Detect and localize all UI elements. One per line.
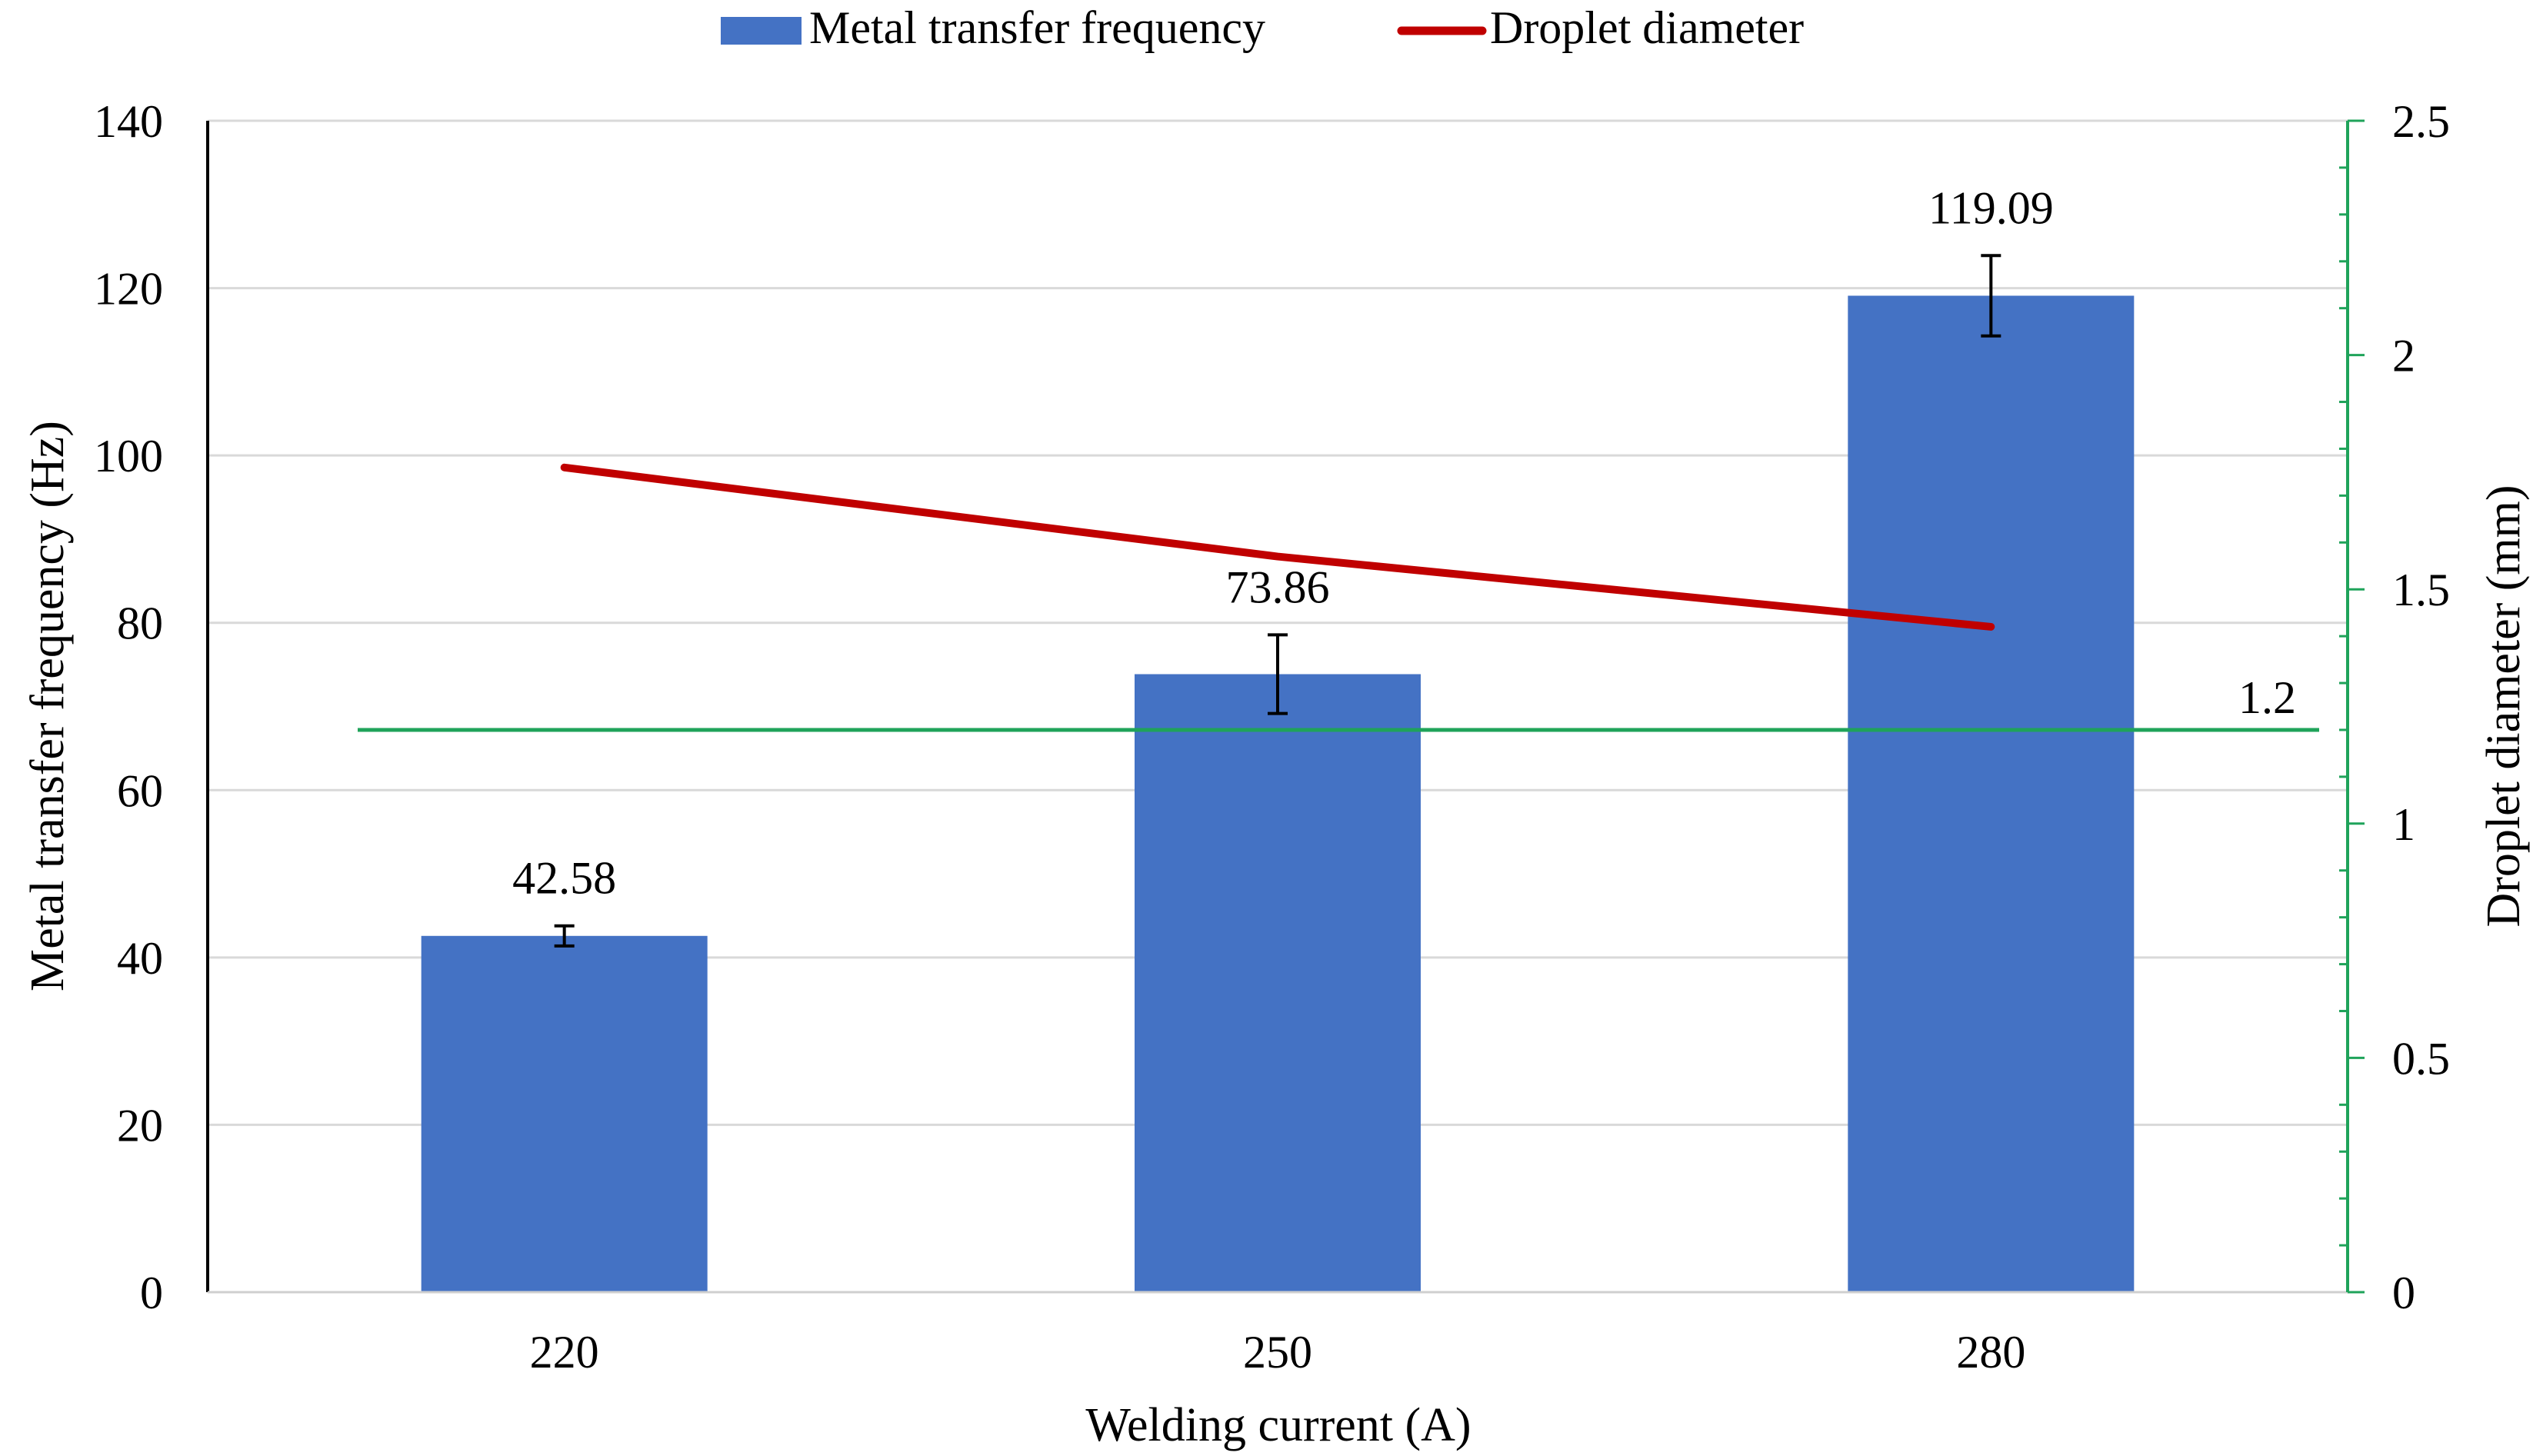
x-tick-label: 280 xyxy=(1956,1327,2025,1378)
data-label: 73.86 xyxy=(1226,561,1330,612)
y2-tick-label: 0 xyxy=(2392,1268,2415,1318)
y2-tick-label: 2 xyxy=(2392,331,2415,381)
y2-axis-title: Droplet diameter (mm) xyxy=(2478,485,2530,927)
x-axis-title: Welding current (A) xyxy=(1085,1399,1471,1451)
line-series xyxy=(560,463,1995,631)
y-tick-label: 80 xyxy=(117,598,163,649)
legend-swatch-bar xyxy=(721,17,802,45)
x-tick-label: 220 xyxy=(530,1327,599,1378)
bar xyxy=(421,935,708,1292)
axes: 0 20 40 60 80 100 120 140 0 0.5 1 1.5 2 2.5 220 250 280 xyxy=(94,96,2450,1378)
y-axis-title: Metal transfer frequency (Hz) xyxy=(22,421,74,991)
y-tick-label: 20 xyxy=(117,1100,163,1151)
y2-tick-label: 2.5 xyxy=(2392,96,2450,147)
bar xyxy=(1848,295,2135,1292)
bar-series xyxy=(421,295,2135,1292)
y-tick-label: 120 xyxy=(94,264,163,315)
bar xyxy=(1135,674,1421,1292)
reference-line-label: 1.2 xyxy=(2238,672,2296,723)
y-tick-label: 140 xyxy=(94,96,163,147)
legend-label-line: Droplet diameter xyxy=(1490,2,1804,53)
y-tick-label: 100 xyxy=(94,431,163,481)
y2-tick-label: 0.5 xyxy=(2392,1033,2450,1084)
error-bars xyxy=(554,254,2001,948)
y2-tick-label: 1.5 xyxy=(2392,565,2450,615)
x-tick-label: 250 xyxy=(1243,1327,1312,1378)
y-tick-label: 40 xyxy=(117,933,163,984)
y-tick-label: 60 xyxy=(117,765,163,816)
y-tick-label: 0 xyxy=(140,1268,163,1318)
legend-label-bar: Metal transfer frequency xyxy=(809,2,1265,53)
y2-tick-label: 1 xyxy=(2392,799,2415,850)
legend: Metal transfer frequency Droplet diamete… xyxy=(721,2,1804,53)
data-labels: 42.58 73.86 119.09 xyxy=(512,182,2054,903)
data-label: 119.09 xyxy=(1928,182,2054,233)
data-label: 42.58 xyxy=(512,853,616,904)
line-series-path xyxy=(560,463,1995,631)
reference-line-group: 1.2 xyxy=(358,672,2319,732)
